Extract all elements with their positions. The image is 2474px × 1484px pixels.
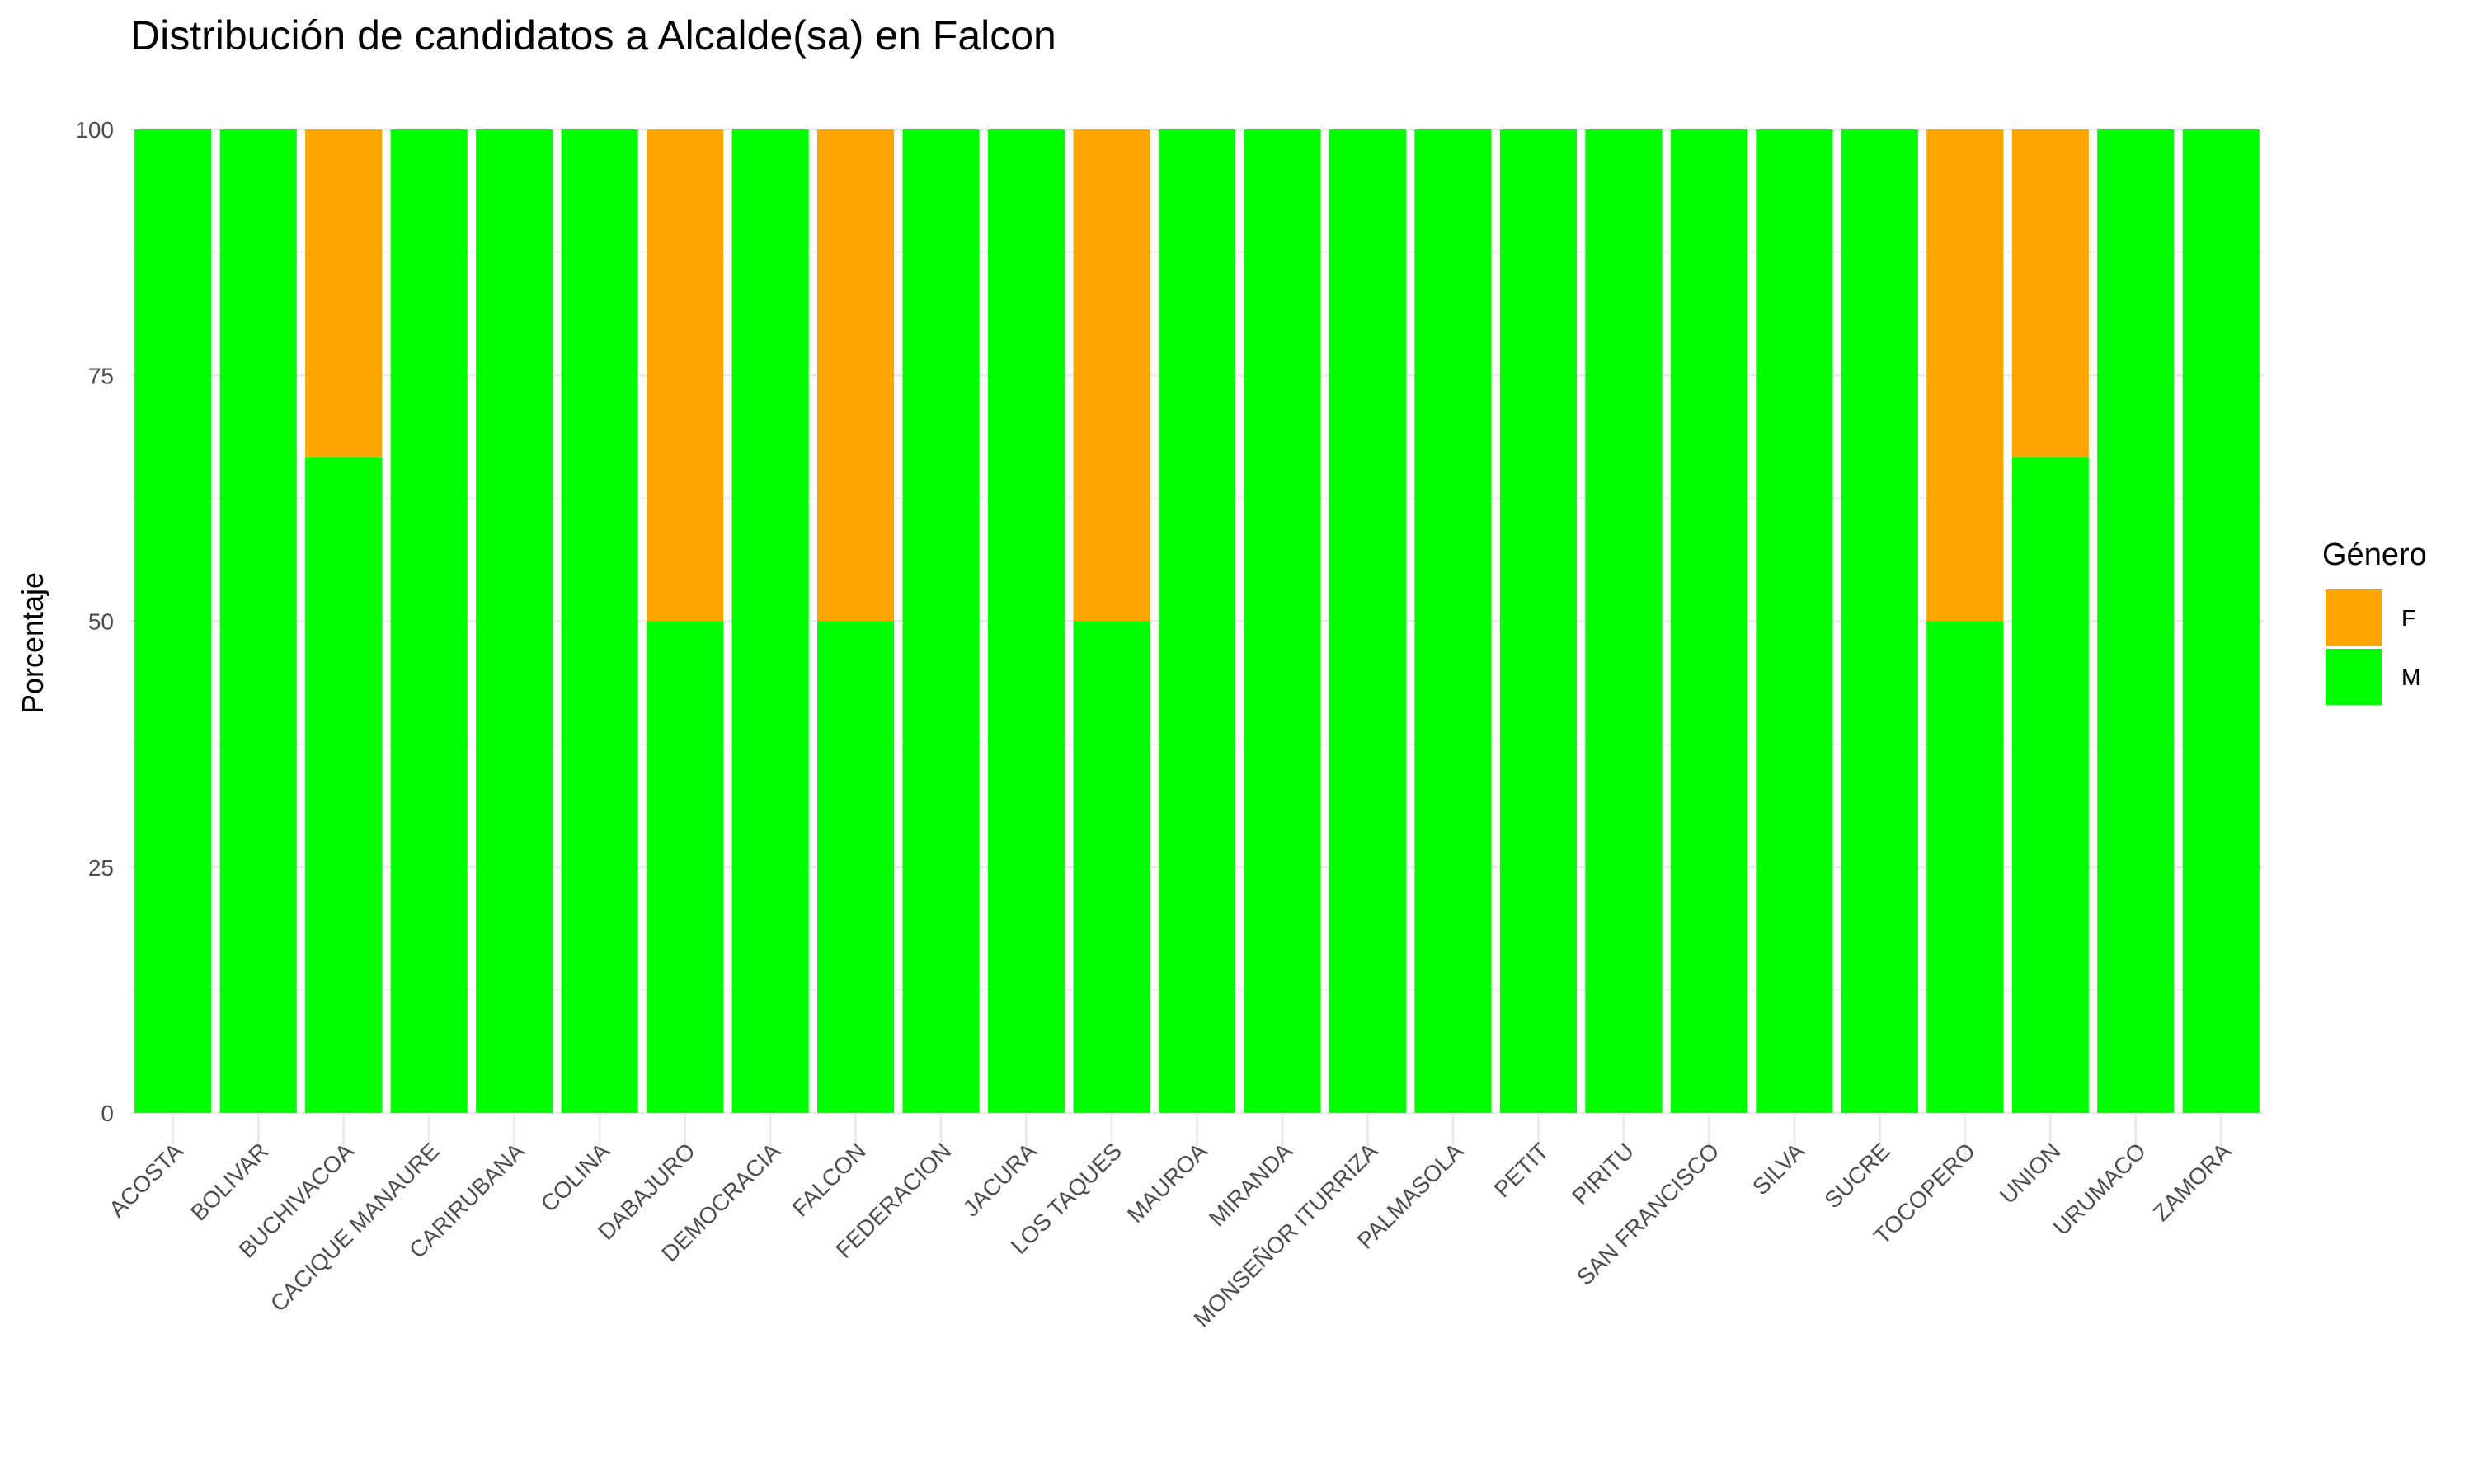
bar-M [390,129,468,1113]
legend-label-F: F [2401,605,2415,631]
bar-F [1926,129,2004,622]
x-tick-label: PIRITU [1567,1138,1639,1209]
bar-M [1073,621,1150,1113]
bar-M [134,129,212,1113]
bar-M [219,129,297,1113]
bar-M [1414,129,1492,1113]
chart-title: Distribución de candidatos a Alcalde(sa)… [130,12,1056,59]
x-tick-label: COLINA [536,1138,615,1217]
y-axis-title: Porcentaje [16,572,49,714]
legend-label-M: M [2401,665,2420,690]
x-tick-label: FALCON [788,1138,871,1221]
bar-M [647,621,724,1113]
bar-M [561,129,638,1113]
y-tick-label: 50 [88,609,114,635]
x-tick-label: BOLIVAR [186,1138,273,1225]
y-tick-label: 25 [88,855,114,881]
bar-F [2011,129,2089,458]
bar-M [731,129,809,1113]
bar-M [817,621,895,1113]
bar-M [305,457,383,1113]
y-tick-label: 0 [101,1101,114,1126]
x-tick-label: SAN FRANCISCO [1572,1138,1724,1290]
bar-M [1670,129,1747,1113]
x-tick-label: MIRANDA [1204,1138,1297,1231]
bar-M [1926,621,2004,1113]
bar-M [2011,457,2089,1113]
x-tick-label: MAUROA [1122,1138,1212,1228]
bar-M [1158,129,1236,1113]
bar-M [1756,129,1833,1113]
x-tick-label: SILVA [1747,1138,1809,1200]
bar-M [1585,129,1663,1113]
x-tick-label: UNION [1995,1138,2066,1209]
bar-F [647,129,724,622]
bar-M [902,129,980,1113]
bar-M [987,129,1065,1113]
bar-F [305,129,383,458]
bar-F [1073,129,1150,622]
bar-M [2097,129,2175,1113]
bar-M [2182,129,2260,1113]
bar-M [1329,129,1407,1113]
y-tick-label: 100 [75,117,114,143]
bar-M [1499,129,1577,1113]
x-tick-label: SUCRE [1819,1138,1894,1213]
legend-key-M [2326,649,2382,705]
x-tick-label: ACOSTA [104,1138,188,1222]
x-tick-label: JACURA [958,1138,1042,1221]
y-tick-label: 75 [88,363,114,388]
bar-M [1244,129,1321,1113]
legend: Género F M [2322,538,2427,705]
x-tick-label: ZAMORA [2148,1138,2236,1226]
bars [134,129,2260,1113]
bar-M [476,129,553,1113]
y-axis-ticks: 0 25 50 75 100 [75,117,114,1126]
x-tick-label: PETIT [1489,1138,1554,1202]
legend-key-F [2326,589,2382,646]
bar-M [1841,129,1918,1113]
x-tick-label: URUMACO [2048,1138,2151,1240]
x-tick-label: CACIQUE MANAURE [266,1138,444,1317]
bar-F [817,129,895,622]
legend-title: Género [2322,538,2427,572]
